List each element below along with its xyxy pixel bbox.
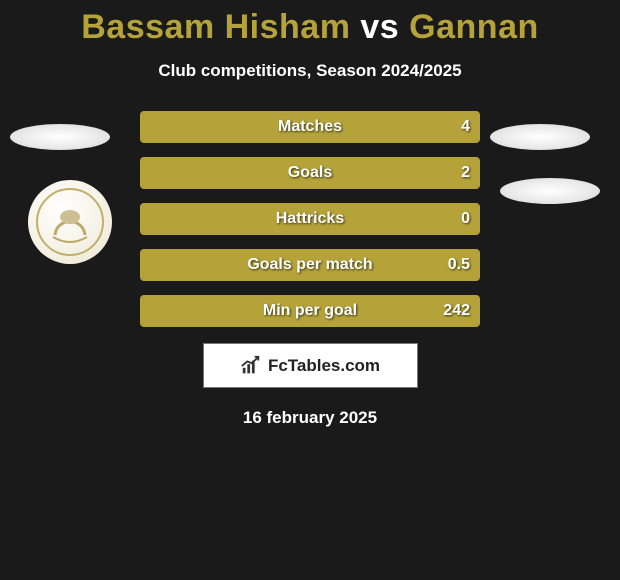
- brand-text: FcTables.com: [268, 356, 380, 376]
- player1-avatar: [10, 124, 110, 150]
- player1-name: Bassam Hisham: [81, 8, 350, 46]
- stat-value-right: 2: [461, 164, 470, 182]
- chart-icon: [240, 355, 262, 377]
- stat-row: Matches4: [140, 111, 480, 143]
- subtitle: Club competitions, Season 2024/2025: [0, 61, 620, 81]
- stat-value-right: 4: [461, 118, 470, 136]
- stat-row: Min per goal242: [140, 295, 480, 327]
- player2-avatar: [490, 124, 590, 150]
- stat-label: Goals per match: [142, 256, 478, 274]
- page-title: Bassam Hisham vs Gannan: [0, 0, 620, 47]
- player2-name: Gannan: [409, 8, 539, 46]
- player2-club-logo: [500, 178, 600, 204]
- club-crest-icon: [35, 187, 105, 257]
- stat-value-right: 0: [461, 210, 470, 228]
- stat-row: Hattricks0: [140, 203, 480, 235]
- stat-label: Hattricks: [142, 210, 478, 228]
- stat-label: Matches: [142, 118, 478, 136]
- stat-label: Min per goal: [142, 302, 478, 320]
- date-label: 16 february 2025: [0, 408, 620, 428]
- stat-row: Goals2: [140, 157, 480, 189]
- stat-row: Goals per match0.5: [140, 249, 480, 281]
- player1-club-logo: [28, 180, 112, 264]
- stat-value-right: 242: [443, 302, 470, 320]
- brand-box[interactable]: FcTables.com: [203, 343, 418, 388]
- stat-label: Goals: [142, 164, 478, 182]
- stat-value-right: 0.5: [448, 256, 470, 274]
- vs-label: vs: [360, 8, 399, 46]
